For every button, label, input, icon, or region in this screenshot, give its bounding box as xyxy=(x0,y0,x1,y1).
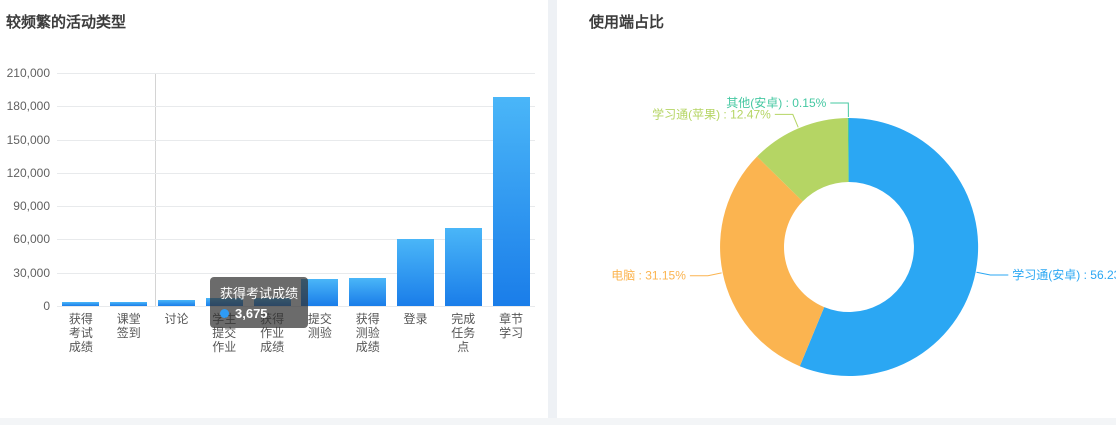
x-label-line: 签到 xyxy=(116,326,141,340)
pie-slice-1[interactable] xyxy=(720,156,825,367)
pie-chart-title: 使用端占比 xyxy=(589,14,665,31)
x-label-line: 任务 xyxy=(451,326,476,340)
y-axis-tick-label: 150,000 xyxy=(6,132,50,147)
bar[interactable] xyxy=(444,227,482,306)
x-label-line: 学习 xyxy=(499,326,524,340)
x-axis-category-label: 登录 xyxy=(392,312,440,326)
pie-slice-label-3: 其他(安卓) : 0.15% xyxy=(726,95,826,110)
x-label-line: 获得 xyxy=(260,312,285,326)
y-gridline xyxy=(57,139,535,141)
y-axis-tick-label: 120,000 xyxy=(6,165,50,180)
page-background-strip xyxy=(0,418,1116,425)
y-axis-tick-label: 60,000 xyxy=(13,232,50,247)
donut-chart: 学习通(安卓) : 56.23% 电脑 : 31.15% 学习通(苹果) : 12.… xyxy=(611,95,1116,376)
y-axis-tick-label: 180,000 xyxy=(6,99,50,114)
pie-slice-label-2: 学习通(苹果) : 12.47% xyxy=(652,106,771,121)
x-label-line: 作业 xyxy=(260,326,285,340)
y-gridline xyxy=(57,172,535,174)
bar[interactable] xyxy=(62,301,100,306)
y-axis-tick-label: 210,000 xyxy=(6,66,50,80)
pie-slice-0[interactable] xyxy=(799,117,979,376)
x-label-line: 测验 xyxy=(355,326,380,340)
pie-label-line-2 xyxy=(774,113,799,128)
x-label-line: 章节 xyxy=(499,312,524,326)
pie-label-line-3 xyxy=(830,102,849,118)
bar-chart-title: 较频繁的活动类型 xyxy=(6,14,127,31)
bar[interactable] xyxy=(492,97,530,306)
bar[interactable] xyxy=(397,238,434,306)
x-label-line: 获得 xyxy=(355,312,380,326)
y-gridline xyxy=(57,73,535,74)
x-label-line: 获得 xyxy=(68,312,93,326)
x-axis-category-label: 获得 考试 成绩 xyxy=(57,312,105,354)
x-label-line: 提交 xyxy=(307,312,332,326)
pie-label-line-1 xyxy=(689,272,722,277)
x-label-line: 提交 xyxy=(212,326,237,340)
x-label-line: 成绩 xyxy=(260,340,285,354)
pie-slice-3[interactable] xyxy=(847,117,849,182)
pie-label-line-0 xyxy=(976,271,1009,276)
x-label-line: 成绩 xyxy=(68,340,93,354)
x-label-line: 成绩 xyxy=(355,340,380,354)
y-gridline xyxy=(57,206,535,208)
y-gridline xyxy=(57,106,535,108)
pie-slice-label-0: 学习通(安卓) : 56.23% xyxy=(1012,267,1116,282)
x-label-line: 课堂 xyxy=(116,312,141,326)
client-share-card: 使用端占比 学习通(安卓) : 56.23% 电脑 : 31.15% 学习通(苹果)… xyxy=(557,0,1116,418)
y-gridline xyxy=(57,239,535,241)
x-axis-category-label: 学生 提交 作业 xyxy=(200,312,248,354)
x-axis-category-label: 讨论 xyxy=(153,312,201,326)
bar[interactable] xyxy=(158,300,195,306)
axis-pointer-line xyxy=(155,73,156,306)
x-label-line: 登录 xyxy=(403,312,428,326)
panel-divider xyxy=(548,0,557,418)
y-gridline xyxy=(57,272,535,274)
bar[interactable] xyxy=(253,297,291,306)
y-axis-tick-label: 30,000 xyxy=(13,265,50,280)
x-axis-category-label: 章节 学习 xyxy=(487,312,535,340)
bar[interactable] xyxy=(301,278,339,306)
activity-type-card: 较频繁的活动类型 获得考试成绩 3,675 210,000 180,000 150,… xyxy=(0,0,548,418)
x-axis-category-label: 获得 测验 成绩 xyxy=(344,312,392,354)
x-label-line: 完成 xyxy=(451,312,476,326)
bar[interactable] xyxy=(110,301,148,306)
y-gridline xyxy=(57,306,535,307)
x-label-line: 作业 xyxy=(212,340,237,354)
y-axis-tick-label: 0 xyxy=(43,299,50,313)
bar[interactable] xyxy=(349,277,387,306)
x-label-line: 考试 xyxy=(68,326,93,340)
bar-chart: 获得考试成绩 3,675 210,000 180,000 150,000 120,00… xyxy=(0,0,548,418)
bar[interactable] xyxy=(205,298,243,306)
x-axis-category-label: 完成 任务点 xyxy=(439,312,487,354)
x-label-line: 测验 xyxy=(307,326,332,340)
pie-slice-2[interactable] xyxy=(757,118,849,202)
x-label-line: 点 xyxy=(457,340,470,354)
y-axis-tick-label: 90,000 xyxy=(13,199,50,214)
x-axis-category-label: 获得 作业 成绩 xyxy=(248,312,296,354)
x-label-line: 讨论 xyxy=(164,312,189,326)
pie-slice-label-1: 电脑 : 31.15% xyxy=(611,269,686,283)
x-label-line: 学生 xyxy=(212,312,237,326)
x-axis-category-label: 提交 测验 xyxy=(296,312,344,340)
x-axis-category-label: 课堂 签到 xyxy=(105,312,153,340)
